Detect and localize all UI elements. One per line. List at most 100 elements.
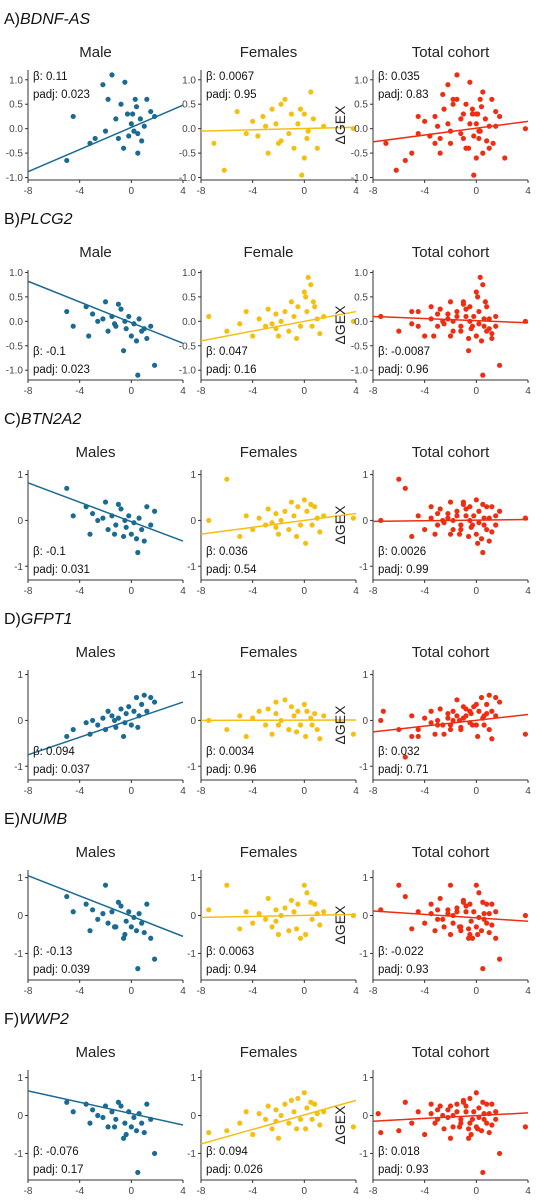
x-tick-label: -8 [197, 1186, 206, 1197]
data-point [262, 722, 269, 728]
data-point [273, 326, 279, 332]
data-point [297, 1116, 304, 1122]
data-point [396, 726, 402, 733]
data-point [476, 135, 482, 142]
data-point [432, 140, 438, 146]
data-point [128, 1124, 134, 1130]
data-point [141, 326, 147, 332]
data-point [273, 1118, 279, 1124]
data-point [250, 1131, 256, 1138]
data-point [265, 506, 271, 512]
data-point [301, 289, 307, 295]
data-point [243, 308, 249, 315]
data-point [456, 1124, 463, 1130]
data-point [243, 733, 249, 740]
data-point [102, 499, 109, 505]
data-point [475, 294, 481, 300]
data-point [493, 313, 499, 320]
data-point [350, 126, 357, 132]
beta-annotation: β: 0.032 [378, 746, 420, 758]
data-point [291, 909, 297, 915]
panel-males: Male -1.0 -0.5 0.0 0.5 1.0 -8 -4 0 4 β: 0.11 padj: … [6, 44, 186, 197]
data-point [481, 1111, 487, 1117]
panel-total: Total cohort -1 0 1 -8 -4 0 4 β: -0.022 padj: 0.9… [332, 844, 531, 997]
x-tick-label: 0 [474, 986, 480, 997]
data-point [502, 155, 508, 161]
data-point [299, 172, 305, 178]
padj-annotation: padj: 0.71 [378, 764, 429, 776]
panel-title: Females [240, 44, 298, 61]
panel-males: Males -1 0 1 -8 -4 0 4 β: 0.094 padj: 0.037 [14, 644, 186, 797]
data-point [278, 318, 284, 324]
beta-annotation: β: 0.094 [33, 746, 75, 758]
data-point [445, 121, 451, 127]
panel-title: Total cohort [412, 844, 490, 861]
data-point [445, 710, 451, 717]
padj-annotation: padj: 0.031 [33, 564, 90, 576]
data-point [70, 323, 76, 329]
x-tick-label: -4 [420, 186, 429, 197]
data-point [144, 1101, 150, 1107]
data-point [445, 911, 451, 917]
figure-row-3: C)BTN2A2 Males -1 0 1 -8 -4 0 4 β: -0.1 padj: 0.03… [4, 411, 531, 597]
data-point [260, 113, 266, 120]
data-point [454, 905, 460, 911]
data-point [432, 731, 438, 737]
data-point [309, 1116, 315, 1122]
data-point [123, 710, 129, 717]
data-point [428, 304, 434, 310]
data-point [105, 96, 111, 102]
padj-annotation: padj: 0.96 [206, 764, 257, 776]
data-point [206, 1129, 212, 1136]
data-point [105, 328, 111, 334]
data-point [486, 726, 492, 733]
data-point [496, 699, 503, 705]
data-point [269, 731, 275, 737]
x-tick-label: -8 [24, 586, 33, 597]
data-point [447, 531, 454, 537]
data-point [321, 909, 327, 915]
data-point [70, 513, 76, 519]
data-point [301, 701, 307, 707]
padj-annotation: padj: 0.94 [206, 964, 257, 976]
data-point [301, 155, 307, 161]
data-point [151, 113, 158, 120]
data-point [288, 897, 295, 903]
panel-title: Females [240, 644, 298, 661]
data-point [493, 935, 499, 941]
data-point [486, 538, 492, 544]
data-point [396, 1128, 402, 1134]
data-point [255, 133, 261, 139]
data-point [458, 1116, 464, 1122]
y-tick-label: -1.0 [351, 173, 369, 184]
data-point [469, 522, 476, 528]
data-point [480, 966, 486, 972]
data-point [83, 304, 89, 310]
data-point [396, 476, 402, 482]
data-point [450, 328, 456, 334]
data-point [118, 101, 124, 107]
data-point [447, 333, 454, 339]
data-point [454, 508, 460, 514]
panel-title: Females [240, 1044, 298, 1061]
data-point [293, 1126, 300, 1132]
data-point [460, 897, 467, 903]
x-tick-label: -8 [197, 186, 206, 197]
data-point [309, 323, 315, 329]
beta-annotation: β: -0.076 [33, 1146, 79, 1158]
x-tick-label: -8 [24, 986, 33, 997]
data-point [234, 108, 240, 115]
data-point [480, 372, 486, 378]
x-tick-label: 4 [180, 786, 186, 797]
data-point [493, 909, 499, 915]
row-letter: B) [4, 211, 20, 228]
y-tick-label: 0 [362, 516, 368, 527]
data-point [480, 150, 486, 156]
regression-line [27, 280, 184, 345]
x-tick-label: 4 [353, 786, 359, 797]
data-point [148, 1116, 154, 1122]
data-point [256, 316, 262, 322]
panel-total: Total cohort -1 0 1 -8 -4 0 4 β: 0.018 padj: 0.93… [332, 1044, 531, 1202]
beta-annotation: β: 0.0026 [378, 546, 426, 558]
data-point [133, 338, 140, 344]
